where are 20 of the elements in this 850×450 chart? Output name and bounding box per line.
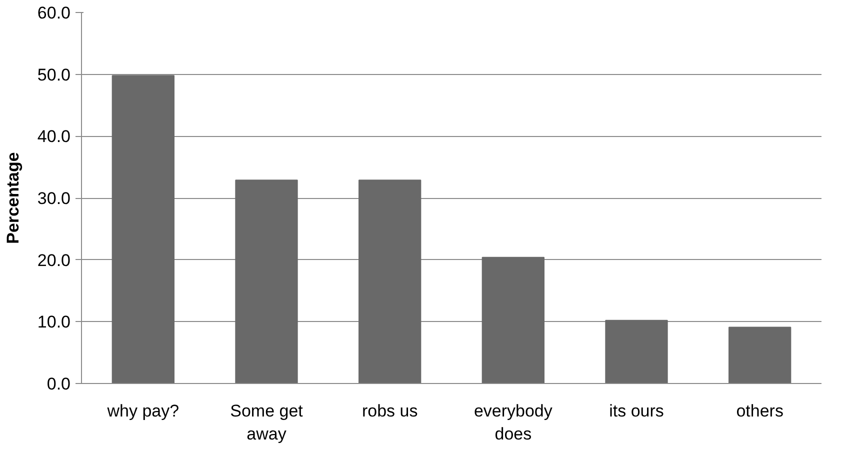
bar (728, 326, 792, 384)
bar (358, 180, 422, 384)
x-tick-label: robs us (362, 402, 418, 420)
y-tick-label: 10.0 (37, 312, 71, 332)
y-tick-label: 40.0 (37, 127, 71, 146)
bar (605, 320, 668, 384)
y-tick-label: 50.0 (37, 65, 71, 84)
y-tick-label: 0.0 (46, 374, 71, 394)
x-tick-label: its ours (609, 402, 664, 420)
bar (112, 75, 174, 384)
x-tick-label: everybody does (474, 402, 553, 444)
y-tick-label: 20.0 (37, 250, 71, 270)
x-tick-label: why pay? (106, 402, 180, 420)
y-tick-label: 60.0 (37, 4, 71, 22)
x-tick-label: others (736, 402, 784, 420)
y-tick-label: 30.0 (37, 189, 71, 208)
bar (235, 180, 298, 384)
x-tick-label: Some get away (230, 402, 304, 444)
bar (482, 256, 544, 384)
y-axis-title: Percentage (3, 152, 22, 244)
